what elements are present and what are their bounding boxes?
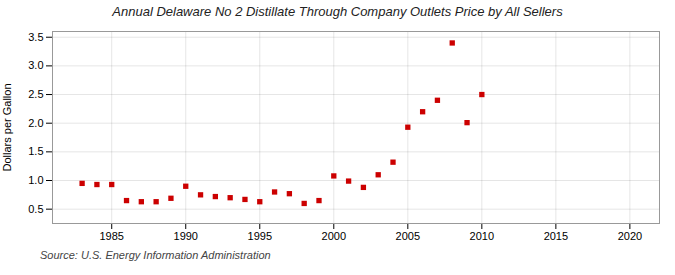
svg-text:2000: 2000 — [322, 230, 346, 242]
svg-text:2015: 2015 — [544, 230, 568, 242]
svg-text:Dollars per Gallon: Dollars per Gallon — [1, 83, 13, 171]
svg-text:1990: 1990 — [174, 230, 198, 242]
svg-text:2005: 2005 — [396, 230, 420, 242]
svg-text:1995: 1995 — [248, 230, 272, 242]
svg-text:2.5: 2.5 — [28, 88, 43, 100]
svg-text:1.5: 1.5 — [28, 145, 43, 157]
svg-text:2020: 2020 — [618, 230, 642, 242]
svg-text:3.0: 3.0 — [28, 59, 43, 71]
svg-text:2.0: 2.0 — [28, 117, 43, 129]
html-text:Annual Delaware No 2 Distillat: Annual Delaware No 2 Distillate Through … — [112, 4, 563, 19]
svg-text:0.5: 0.5 — [28, 203, 43, 215]
svg-text:1985: 1985 — [99, 230, 123, 242]
html-text:Source: U.S. Energy Informatio: Source: U.S. Energy Information Administ… — [40, 249, 271, 261]
svg-text:2010: 2010 — [470, 230, 494, 242]
svg-text:1.0: 1.0 — [28, 174, 43, 186]
svg-text:3.5: 3.5 — [28, 31, 43, 43]
